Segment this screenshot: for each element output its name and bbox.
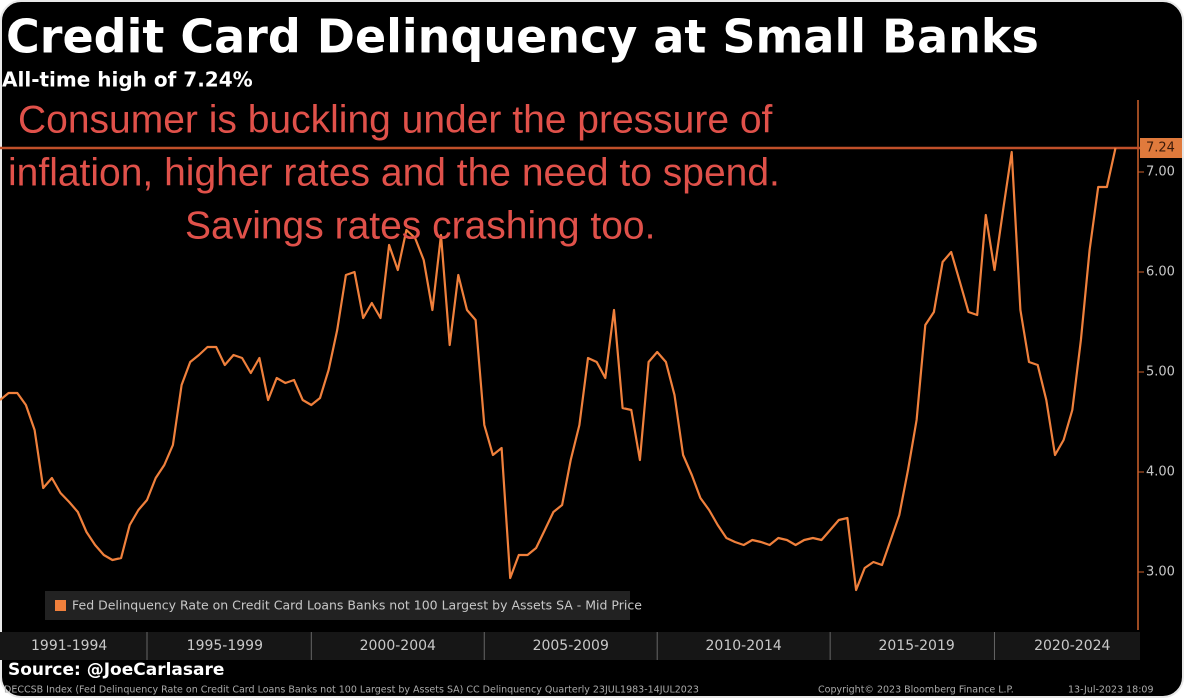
chart-title: Credit Card Delinquency at Small Banks <box>6 10 1039 64</box>
x-tick-label: 2010-2014 <box>706 638 782 654</box>
footer-note: DECCSB Index (Fed Delinquency Rate on Cr… <box>4 685 699 696</box>
x-tick-label: 1991-1994 <box>31 638 107 654</box>
y-tick-label: 4.00 <box>1146 465 1175 480</box>
reference-label-box <box>1140 138 1182 158</box>
reference-label: 7.24 <box>1146 141 1175 156</box>
subtitle: All-time high of 7.24% <box>2 68 253 92</box>
y-tick-label: 3.00 <box>1146 565 1175 580</box>
source: Source: @JoeCarlasare <box>8 660 224 680</box>
x-tick-label: 2020-2024 <box>1034 638 1110 654</box>
footer-copyright: Copyright© 2023 Bloomberg Finance L.P. <box>818 685 1014 696</box>
x-tick-label: 1995-1999 <box>187 638 263 654</box>
plot-area <box>0 100 1182 630</box>
x-axis-band <box>0 632 1140 660</box>
x-tick-label: 2015-2019 <box>878 638 954 654</box>
y-tick-label: 5.00 <box>1146 365 1175 380</box>
annotation: Savings rates crashing too. <box>185 204 655 247</box>
y-tick-label: 7.00 <box>1146 165 1175 180</box>
footer-date: 13-Jul-2023 18:09 <box>1068 685 1154 696</box>
y-tick-label: 6.00 <box>1146 265 1175 280</box>
series-line <box>0 147 1117 592</box>
annotation: inflation, higher rates and the need to … <box>8 151 780 194</box>
annotation: Consumer is buckling under the pressure … <box>18 98 773 141</box>
x-tick-label: 2005-2009 <box>533 638 609 654</box>
legend-label: Fed Delinquency Rate on Credit Card Loan… <box>72 598 642 613</box>
legend-swatch <box>55 600 66 611</box>
x-tick-label: 2000-2004 <box>360 638 436 654</box>
legend <box>45 591 630 620</box>
